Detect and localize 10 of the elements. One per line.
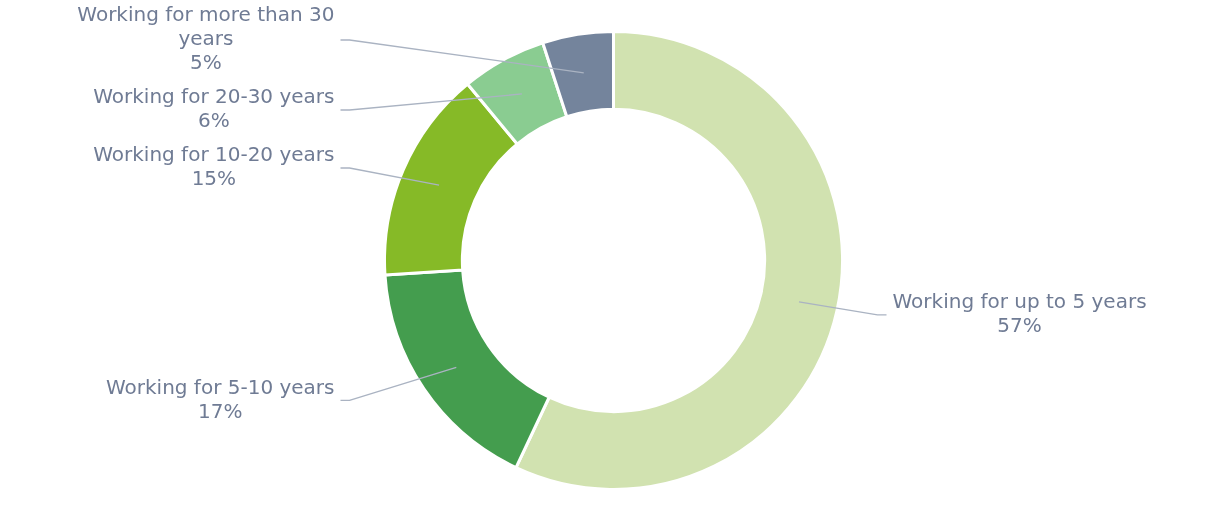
data-label: 57%: [997, 313, 1042, 338]
slice-label: Working for more than 30 years: [77, 2, 335, 51]
data-label: 17%: [197, 398, 243, 423]
slice-label: Working for 20-30 years: [93, 84, 335, 109]
slice-label: Working for up to 5 years: [892, 289, 1147, 314]
slice-label: Working for 5-10 years: [105, 374, 335, 399]
data-label: 15%: [191, 166, 237, 191]
data-label: 6%: [197, 108, 230, 133]
data-label: 5%: [190, 50, 222, 75]
slice-label: Working for 10-20 years: [93, 142, 335, 167]
